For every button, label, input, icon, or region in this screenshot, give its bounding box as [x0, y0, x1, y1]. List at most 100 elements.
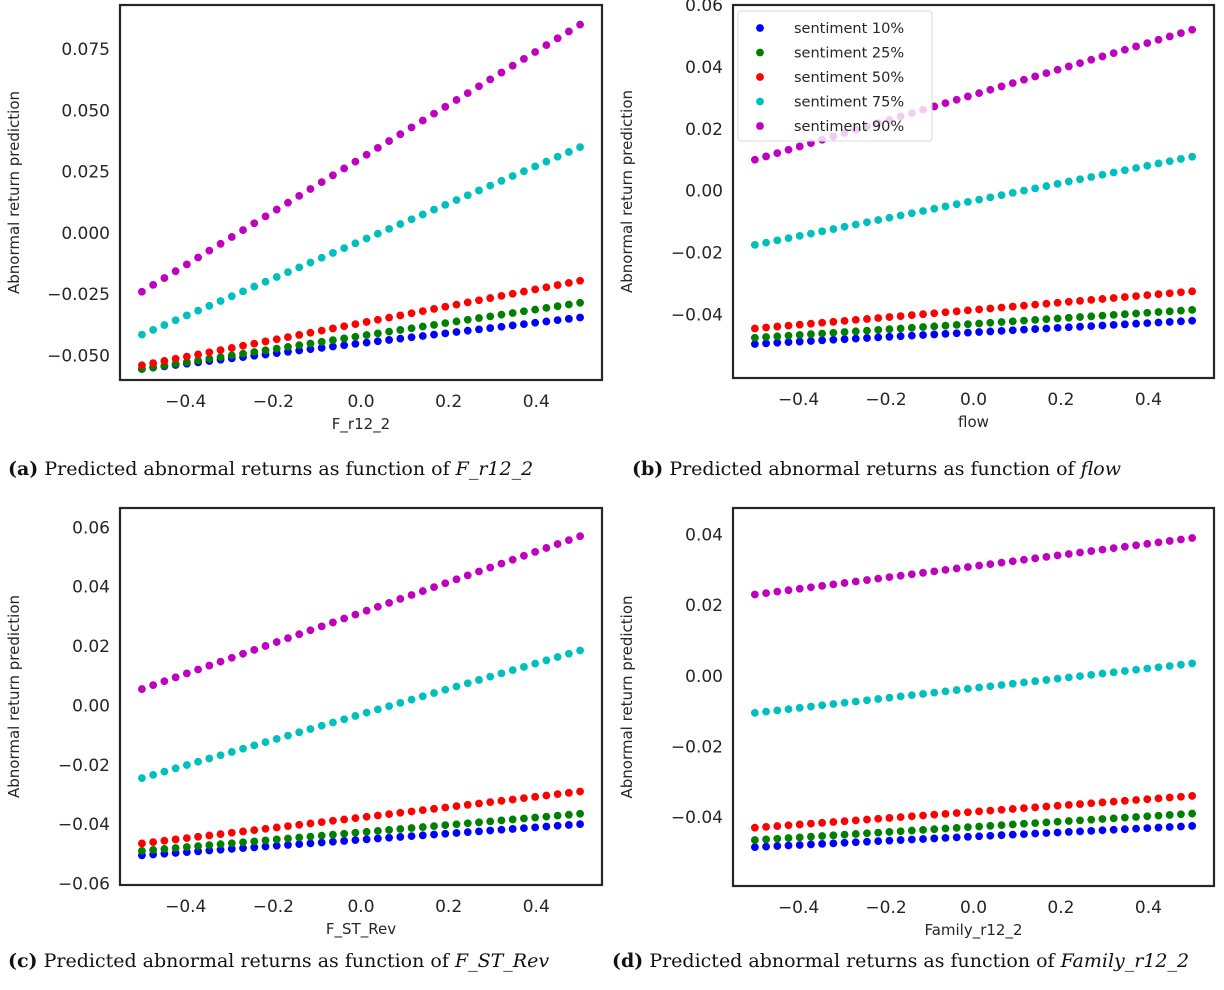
- x-axis-label: flow: [958, 413, 989, 431]
- data-point: [1020, 819, 1028, 828]
- data-point: [306, 345, 315, 354]
- data-point: [261, 337, 270, 346]
- data-point: [171, 316, 180, 325]
- y-tick-label: −0.04: [58, 815, 110, 835]
- x-axis-label: F_r12_2: [332, 415, 390, 434]
- data-point: [407, 324, 416, 333]
- data-point: [784, 234, 793, 243]
- data-point: [795, 331, 804, 339]
- data-point: [863, 829, 871, 838]
- data-point: [306, 258, 315, 267]
- data-point: [340, 829, 349, 838]
- data-point: [385, 336, 393, 344]
- data-point: [1188, 659, 1197, 668]
- data-point: [351, 610, 360, 619]
- data-point: [329, 618, 337, 627]
- data-point: [261, 277, 270, 286]
- data-point: [941, 809, 950, 818]
- data-point: [818, 318, 827, 327]
- data-point: [441, 329, 450, 338]
- data-point: [1020, 678, 1028, 687]
- data-point: [874, 314, 883, 322]
- data-point: [1076, 672, 1084, 681]
- data-point: [997, 82, 1006, 91]
- data-point: [138, 361, 146, 370]
- data-point: [306, 328, 315, 337]
- data-point: [216, 297, 225, 305]
- caption-d-var: Family_r12_2: [1060, 950, 1190, 972]
- data-point: [227, 839, 236, 848]
- data-point: [407, 333, 416, 342]
- data-point: [407, 695, 416, 704]
- data-point: [1031, 300, 1040, 309]
- data-point: [1042, 315, 1051, 324]
- data-point: [1076, 296, 1084, 305]
- legend-marker: [756, 97, 764, 106]
- data-point: [818, 227, 827, 236]
- data-point: [1031, 72, 1040, 81]
- data-point: [1165, 793, 1174, 802]
- caption-b-text: Predicted abnormal returns as function o…: [669, 458, 1075, 480]
- data-point: [385, 833, 393, 842]
- data-point: [1154, 794, 1163, 803]
- data-point: [306, 725, 315, 733]
- data-point: [896, 211, 905, 220]
- data-point: [284, 841, 292, 849]
- data-point: [340, 715, 349, 724]
- y-tick-label: 0.02: [685, 596, 723, 616]
- data-point: [773, 236, 782, 245]
- data-point: [1064, 177, 1073, 186]
- data-point: [194, 832, 202, 841]
- data-point: [576, 532, 584, 541]
- legend-marker: [756, 24, 764, 32]
- data-point: [227, 351, 236, 360]
- data-point: [351, 828, 360, 837]
- data-point: [486, 672, 495, 681]
- data-point: [896, 827, 905, 836]
- data-point: [1098, 295, 1107, 303]
- data-point: [250, 282, 259, 291]
- x-tick-label: −0.2: [253, 392, 294, 412]
- data-point: [874, 695, 883, 703]
- data-point: [452, 829, 461, 837]
- data-point: [1109, 544, 1118, 553]
- data-point: [576, 276, 584, 285]
- caption-c: (c) Predicted abnormal returns as functi…: [8, 950, 549, 972]
- data-point: [1177, 792, 1185, 801]
- data-point: [773, 332, 782, 341]
- series-b-3: [750, 152, 1197, 249]
- data-point: [874, 333, 883, 342]
- data-point: [205, 354, 214, 363]
- data-point: [829, 335, 838, 344]
- data-point: [1120, 293, 1129, 301]
- data-point: [396, 130, 405, 139]
- data-point: [1008, 820, 1017, 829]
- data-point: [840, 222, 849, 231]
- data-point: [520, 662, 528, 671]
- data-point: [475, 296, 483, 305]
- data-point: [750, 340, 759, 348]
- y-axis-label: Abnormal return prediction: [618, 90, 636, 293]
- data-point: [396, 220, 405, 228]
- data-point: [396, 825, 405, 833]
- x-tick-label: 0.0: [960, 390, 987, 410]
- data-point: [750, 843, 759, 852]
- data-point: [576, 143, 584, 152]
- data-point: [227, 292, 236, 301]
- data-point: [475, 82, 483, 91]
- data-point: [486, 826, 495, 835]
- data-point: [975, 305, 984, 314]
- chart-panel-c: −0.4 −0.2 0.0 0.2 0.4 −0.06 −0.04 −0.02 0.00 0.02…: [5, 506, 604, 939]
- plot-frame-c: [118, 506, 604, 887]
- data-point: [452, 682, 461, 691]
- data-point: [194, 306, 202, 315]
- series-d-0: [750, 822, 1197, 852]
- data-point: [1053, 323, 1062, 332]
- data-point: [373, 834, 382, 843]
- data-point: [784, 705, 793, 713]
- y-tick-label: 0.000: [61, 224, 110, 244]
- data-point: [553, 653, 562, 661]
- data-point: [160, 321, 169, 329]
- data-point: [497, 310, 506, 319]
- data-point: [194, 253, 202, 262]
